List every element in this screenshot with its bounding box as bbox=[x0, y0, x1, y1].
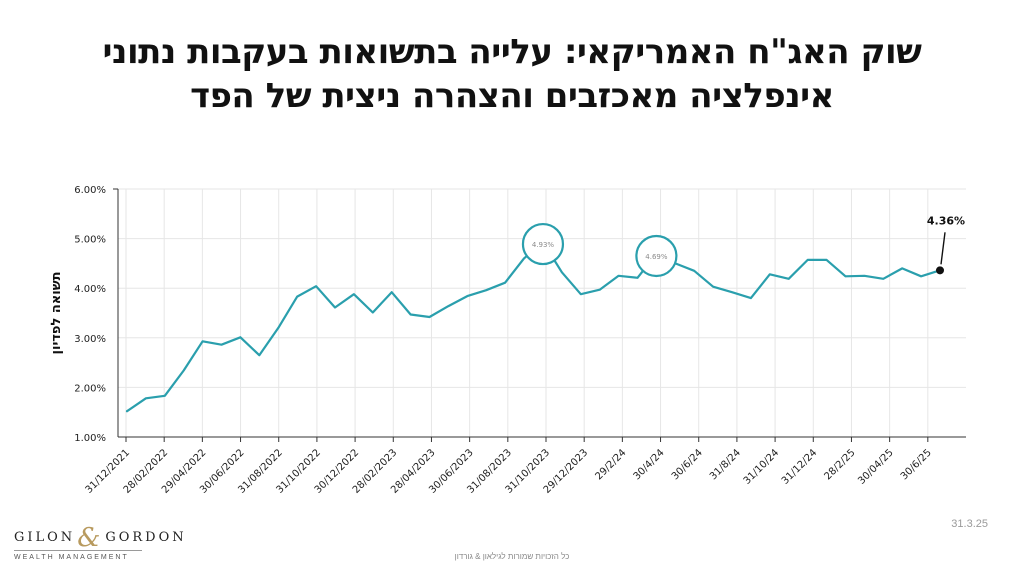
data-point bbox=[901, 267, 903, 269]
x-tick-label: 28/2/25 bbox=[823, 447, 858, 482]
axis-layer: 6.00%5.00%4.00%3.00%2.00%1.00%31/12/2021… bbox=[74, 185, 966, 496]
x-tick-label: 30/6/24 bbox=[670, 447, 705, 482]
copyright-footer: כל הזכויות שמורות לגילאון & גורדון bbox=[454, 552, 570, 561]
data-point bbox=[731, 291, 733, 293]
data-point bbox=[882, 278, 884, 280]
data-point bbox=[258, 354, 260, 356]
data-point bbox=[750, 297, 752, 299]
x-tick-label: 29/2/24 bbox=[593, 447, 628, 482]
date-stamp: 31.3.25 bbox=[951, 518, 988, 530]
data-point bbox=[598, 288, 600, 290]
x-tick-label: 30/04/25 bbox=[856, 447, 896, 487]
data-point bbox=[769, 273, 771, 275]
data-point bbox=[201, 340, 203, 342]
y-tick-label: 3.00% bbox=[74, 334, 106, 345]
logo-right-word: GORDON bbox=[105, 530, 187, 545]
data-point bbox=[220, 344, 222, 346]
data-point bbox=[825, 259, 827, 261]
data-point bbox=[315, 285, 317, 287]
y-tick-label: 4.00% bbox=[74, 284, 106, 295]
data-point bbox=[428, 316, 430, 318]
company-logo: GILON & GORDON WEALTH MANAGEMENT bbox=[14, 522, 184, 561]
peak-callout-label: 4.93% bbox=[532, 241, 555, 249]
last-value-pointer bbox=[940, 232, 946, 265]
logo-wordmark: GILON & GORDON bbox=[14, 522, 184, 553]
data-point bbox=[485, 289, 487, 291]
logo-subtitle: WEALTH MANAGEMENT bbox=[14, 554, 129, 561]
data-point bbox=[409, 313, 411, 315]
data-point bbox=[636, 277, 638, 279]
peak-callout-circle bbox=[521, 222, 565, 266]
page-title: שוק האג"ח האמריקאי: עלייה בתשואות בעקבות… bbox=[0, 30, 1024, 118]
data-point bbox=[447, 305, 449, 307]
logo-ampersand: & bbox=[77, 522, 104, 553]
data-point bbox=[561, 271, 563, 273]
data-point bbox=[164, 395, 166, 397]
data-point bbox=[353, 293, 355, 295]
data-point bbox=[126, 410, 128, 412]
x-tick-label: 30/6/25 bbox=[899, 447, 934, 482]
series-layer bbox=[125, 241, 942, 413]
x-tick-label: 31/8/24 bbox=[708, 447, 743, 482]
y-tick-label: 2.00% bbox=[74, 383, 106, 394]
y-axis-label: תשואה לפדיון bbox=[49, 272, 64, 355]
data-point bbox=[920, 275, 922, 277]
data-point bbox=[580, 293, 582, 295]
yield-series-line bbox=[125, 241, 942, 413]
x-tick-label: 30/4/24 bbox=[632, 447, 667, 482]
data-point bbox=[617, 275, 619, 277]
logo-left-word: GILON bbox=[14, 530, 76, 545]
title-line-1: שוק האג"ח האמריקאי: עלייה בתשואות בעקבות… bbox=[102, 32, 922, 72]
data-point bbox=[145, 397, 147, 399]
data-point bbox=[504, 282, 506, 284]
data-point bbox=[239, 336, 241, 338]
x-tick-label: 31/12/24 bbox=[780, 447, 820, 487]
title-line-2: אינפלציה מאכזבים והצהרה ניצית של הפד bbox=[190, 76, 834, 116]
peak-callout-label: 4.69% bbox=[645, 253, 668, 261]
data-point bbox=[334, 306, 336, 308]
data-point bbox=[183, 369, 185, 371]
y-tick-label: 1.00% bbox=[74, 433, 106, 444]
data-point bbox=[296, 295, 298, 297]
data-point bbox=[466, 295, 468, 297]
data-point bbox=[844, 275, 846, 277]
data-point bbox=[712, 286, 714, 288]
annotation-layer: 4.93% 4.69% 4.36% bbox=[521, 214, 965, 278]
peak-callout-circle bbox=[635, 234, 678, 278]
data-point bbox=[372, 311, 374, 313]
data-point bbox=[390, 291, 392, 293]
logo-divider bbox=[14, 550, 142, 551]
data-point bbox=[806, 259, 808, 261]
y-tick-label: 6.00% bbox=[74, 185, 106, 196]
data-point bbox=[523, 257, 525, 259]
data-point bbox=[788, 278, 790, 280]
last-value-label: 4.36% bbox=[927, 214, 965, 227]
y-tick-label: 5.00% bbox=[74, 235, 106, 246]
x-tick-label: 31/10/24 bbox=[742, 447, 782, 487]
data-point bbox=[863, 275, 865, 277]
last-value-marker bbox=[936, 266, 944, 275]
data-point bbox=[693, 270, 695, 272]
data-point bbox=[277, 327, 279, 329]
